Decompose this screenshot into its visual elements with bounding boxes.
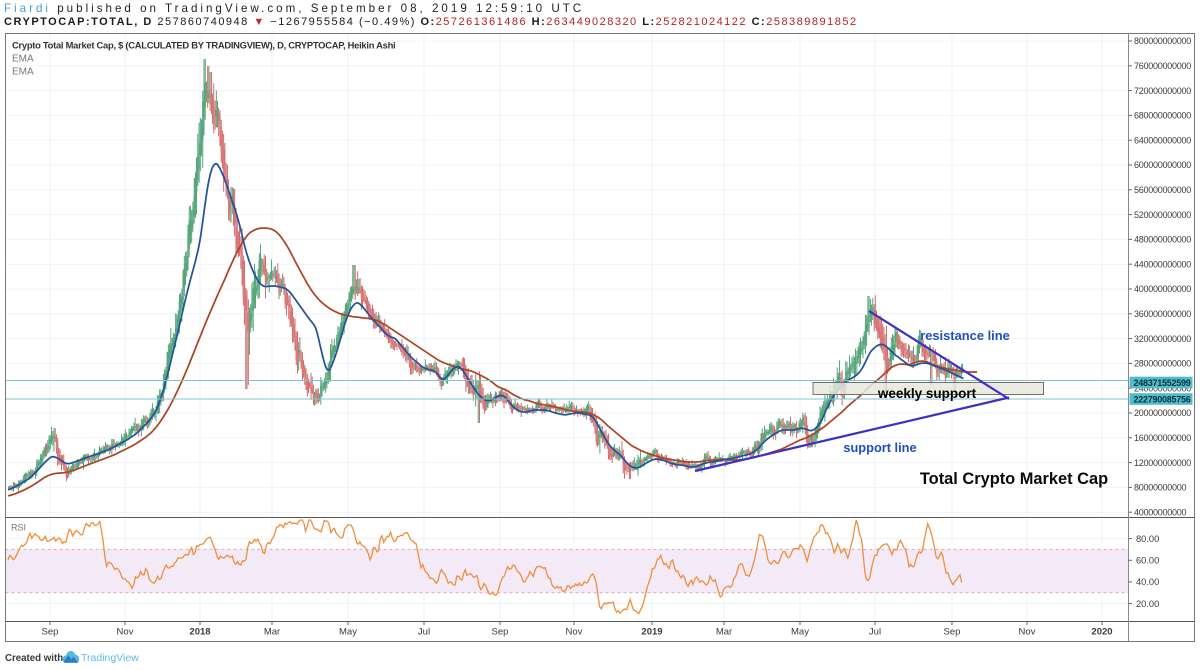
svg-text:760000000000: 760000000000 bbox=[1134, 61, 1191, 71]
svg-text:720000000000: 720000000000 bbox=[1134, 86, 1191, 96]
svg-text:EMA: EMA bbox=[12, 54, 34, 65]
svg-text:160000000000: 160000000000 bbox=[1134, 433, 1191, 443]
svg-text:80.00: 80.00 bbox=[1136, 534, 1159, 544]
svg-text:2019: 2019 bbox=[641, 627, 662, 638]
svg-text:2020: 2020 bbox=[1091, 627, 1112, 638]
svg-text:Nov: Nov bbox=[117, 627, 134, 638]
svg-text:20.00: 20.00 bbox=[1136, 599, 1159, 609]
svg-text:800000000000: 800000000000 bbox=[1134, 36, 1191, 46]
svg-text:222790085756: 222790085756 bbox=[1134, 394, 1191, 404]
svg-text:Crypto Total Market Cap, $ (CA: Crypto Total Market Cap, $ (CALCULATED B… bbox=[12, 40, 395, 51]
svg-text:May: May bbox=[791, 627, 809, 638]
svg-text:520000000000: 520000000000 bbox=[1134, 210, 1191, 220]
svg-text:May: May bbox=[339, 627, 357, 638]
svg-text:560000000000: 560000000000 bbox=[1134, 185, 1191, 195]
svg-text:Jul: Jul bbox=[418, 627, 430, 638]
svg-text:40.00: 40.00 bbox=[1136, 577, 1159, 587]
svg-text:support line: support line bbox=[843, 440, 916, 455]
svg-text:480000000000: 480000000000 bbox=[1134, 235, 1191, 245]
svg-text:Sep: Sep bbox=[42, 627, 59, 638]
svg-text:Sep: Sep bbox=[492, 627, 509, 638]
svg-text:TradingView: TradingView bbox=[81, 652, 139, 664]
svg-text:440000000000: 440000000000 bbox=[1134, 259, 1191, 269]
svg-text:Jul: Jul bbox=[869, 627, 881, 638]
svg-text:400000000000: 400000000000 bbox=[1134, 284, 1191, 294]
svg-text:200000000000: 200000000000 bbox=[1134, 408, 1191, 418]
svg-text:240000000000: 240000000000 bbox=[1134, 383, 1191, 393]
svg-text:680000000000: 680000000000 bbox=[1134, 111, 1191, 121]
svg-text:320000000000: 320000000000 bbox=[1134, 334, 1191, 344]
svg-text:resistance line: resistance line bbox=[920, 328, 1010, 343]
svg-text:Created with: Created with bbox=[5, 653, 63, 664]
svg-text:80000000000: 80000000000 bbox=[1134, 483, 1187, 493]
svg-text:120000000000: 120000000000 bbox=[1134, 458, 1191, 468]
svg-text:CRYPTOCAP:TOTAL, D 25786074094: CRYPTOCAP:TOTAL, D 257860740948 ▼ −12679… bbox=[4, 16, 858, 28]
svg-text:Nov: Nov bbox=[566, 627, 583, 638]
svg-text:640000000000: 640000000000 bbox=[1134, 135, 1191, 145]
svg-text:Mar: Mar bbox=[716, 627, 732, 638]
svg-text:60.00: 60.00 bbox=[1136, 556, 1159, 566]
svg-text:360000000000: 360000000000 bbox=[1134, 309, 1191, 319]
svg-text:40000000000: 40000000000 bbox=[1134, 507, 1187, 517]
svg-text:Mar: Mar bbox=[264, 627, 280, 638]
svg-text:weekly support: weekly support bbox=[877, 386, 977, 401]
svg-text:Fiardi published on TradingVie: Fiardi published on TradingView.com, Sep… bbox=[4, 2, 584, 15]
svg-text:RSI: RSI bbox=[11, 523, 26, 533]
svg-text:280000000000: 280000000000 bbox=[1134, 359, 1191, 369]
svg-text:EMA: EMA bbox=[12, 67, 34, 78]
svg-text:248371552599: 248371552599 bbox=[1134, 378, 1191, 388]
svg-text:2018: 2018 bbox=[189, 627, 210, 638]
svg-text:600000000000: 600000000000 bbox=[1134, 160, 1191, 170]
svg-text:Nov: Nov bbox=[1019, 627, 1036, 638]
svg-text:Total Crypto Market Cap: Total Crypto Market Cap bbox=[920, 470, 1108, 488]
svg-text:Sep: Sep bbox=[944, 627, 961, 638]
